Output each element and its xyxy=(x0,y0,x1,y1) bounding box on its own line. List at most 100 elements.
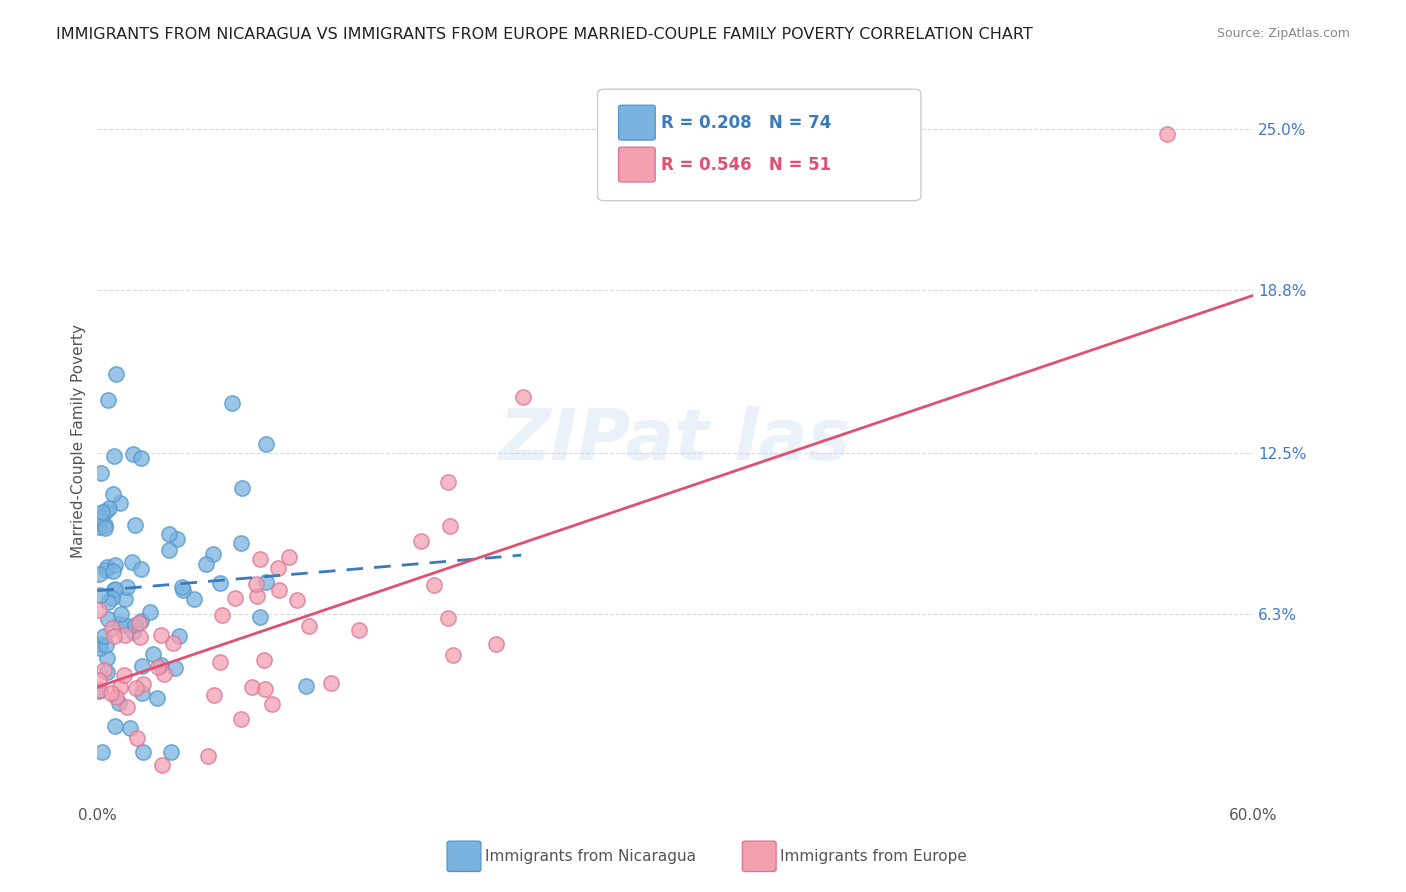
Point xyxy=(211,607,233,622)
Point xyxy=(231,481,253,495)
Point xyxy=(97,594,120,608)
Point xyxy=(142,647,165,661)
Point xyxy=(103,629,125,643)
Point xyxy=(202,688,225,702)
Point xyxy=(122,448,145,462)
Point xyxy=(91,505,114,519)
Point xyxy=(89,637,111,651)
Point xyxy=(437,611,460,625)
Point xyxy=(146,660,169,674)
Point xyxy=(125,681,148,695)
Point xyxy=(103,487,125,501)
Point xyxy=(93,521,115,535)
Point xyxy=(183,591,205,606)
Point xyxy=(194,557,217,571)
Point xyxy=(107,696,129,710)
Point xyxy=(197,748,219,763)
Point xyxy=(96,638,118,652)
Point xyxy=(101,621,124,635)
Point xyxy=(149,657,172,672)
Point xyxy=(229,713,252,727)
Point xyxy=(278,549,301,564)
Point xyxy=(201,547,224,561)
Point xyxy=(103,449,125,463)
Point xyxy=(441,648,464,662)
Point xyxy=(96,559,118,574)
Point xyxy=(254,574,277,589)
Point xyxy=(114,592,136,607)
Point xyxy=(124,518,146,533)
Point xyxy=(132,676,155,690)
Point xyxy=(208,655,231,669)
Point xyxy=(114,628,136,642)
Point xyxy=(125,731,148,746)
Point xyxy=(167,629,190,643)
Point xyxy=(101,564,124,578)
Point xyxy=(249,609,271,624)
Text: Source: ZipAtlas.com: Source: ZipAtlas.com xyxy=(1216,27,1350,40)
Point xyxy=(89,603,111,617)
Point xyxy=(131,686,153,700)
Point xyxy=(115,699,138,714)
Point xyxy=(221,396,243,410)
Point xyxy=(108,496,131,510)
Point xyxy=(97,612,120,626)
Text: ZIPat las: ZIPat las xyxy=(499,406,852,475)
Point xyxy=(110,607,132,621)
Point xyxy=(129,451,152,466)
Point xyxy=(89,520,111,534)
Point xyxy=(96,651,118,665)
Point xyxy=(121,555,143,569)
Point xyxy=(131,658,153,673)
Point xyxy=(254,437,277,451)
Point xyxy=(145,690,167,705)
Point xyxy=(114,618,136,632)
Text: R = 0.546   N = 51: R = 0.546 N = 51 xyxy=(661,156,831,174)
Point xyxy=(132,745,155,759)
Point xyxy=(150,757,173,772)
Point xyxy=(224,591,246,606)
Point xyxy=(439,519,461,533)
Text: IMMIGRANTS FROM NICARAGUA VS IMMIGRANTS FROM EUROPE MARRIED-COUPLE FAMILY POVERT: IMMIGRANTS FROM NICARAGUA VS IMMIGRANTS … xyxy=(56,27,1033,42)
Point xyxy=(93,664,115,678)
Point xyxy=(104,690,127,704)
Point xyxy=(160,745,183,759)
Point xyxy=(97,500,120,515)
Point xyxy=(104,719,127,733)
Point xyxy=(138,605,160,619)
Point xyxy=(104,582,127,596)
Point xyxy=(254,682,277,697)
Text: R = 0.208   N = 74: R = 0.208 N = 74 xyxy=(661,114,831,132)
Point xyxy=(129,562,152,576)
Point xyxy=(89,640,111,655)
Point xyxy=(152,667,174,681)
Point xyxy=(89,682,111,697)
Point xyxy=(105,367,128,381)
Point xyxy=(253,652,276,666)
Point xyxy=(172,580,194,594)
Point xyxy=(94,504,117,518)
Point xyxy=(422,578,444,592)
Point xyxy=(90,510,112,524)
Point xyxy=(96,665,118,680)
Point xyxy=(1156,128,1178,142)
Point xyxy=(108,617,131,632)
Point xyxy=(172,583,194,598)
Point xyxy=(89,683,111,698)
Point xyxy=(260,698,283,712)
Point xyxy=(100,685,122,699)
Point xyxy=(267,582,290,597)
Point xyxy=(103,583,125,598)
Point xyxy=(93,518,115,533)
Point xyxy=(112,668,135,682)
Point xyxy=(245,577,267,591)
Point xyxy=(229,535,252,549)
Point xyxy=(120,721,142,735)
Point xyxy=(162,635,184,649)
Point xyxy=(298,619,321,633)
Point xyxy=(157,526,180,541)
Point xyxy=(409,533,432,548)
Point xyxy=(437,475,460,489)
Point xyxy=(89,567,111,582)
Point xyxy=(285,593,308,607)
